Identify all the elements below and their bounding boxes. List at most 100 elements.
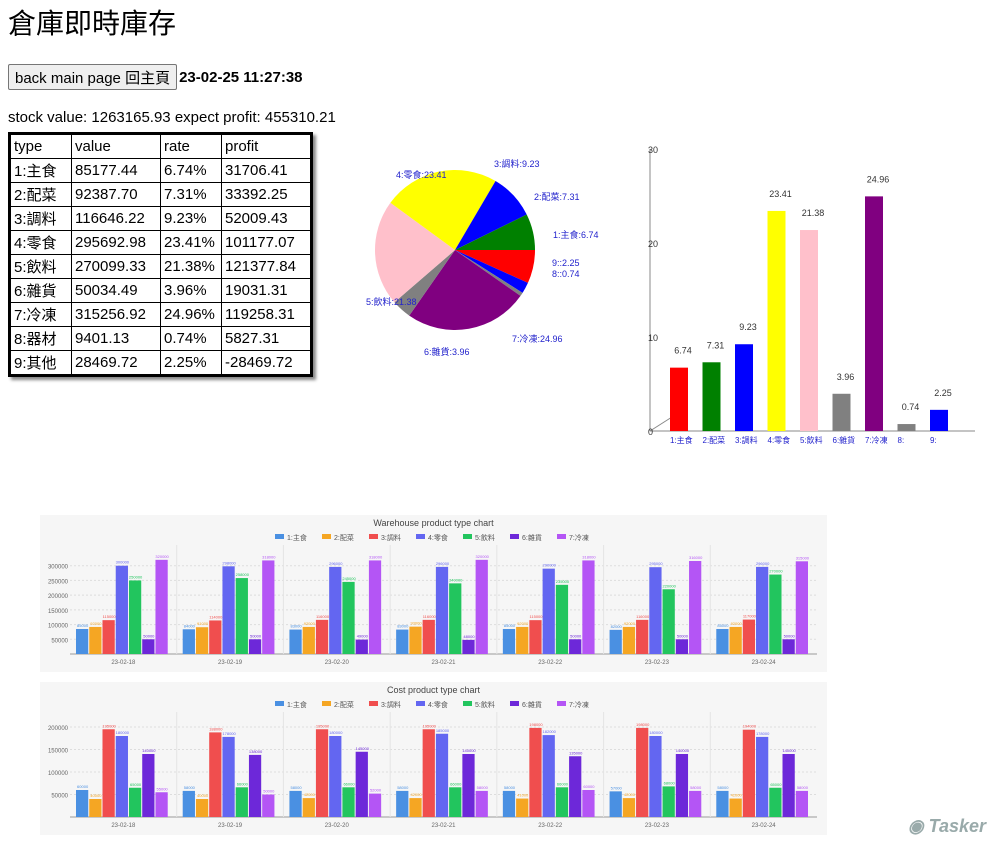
bar [222, 736, 235, 817]
bar-value-label: 83000 [397, 624, 409, 629]
cell-rate: 6.74% [160, 158, 222, 183]
cell-value: 116646.22 [71, 206, 161, 231]
bar-value-label: 50000 [784, 633, 796, 638]
bar [742, 729, 756, 817]
bar [865, 196, 883, 431]
x-tick-label: 23-02-21 [431, 660, 456, 666]
y-tick-label: 50000 [51, 794, 68, 800]
bar [368, 793, 382, 817]
x-tick-label: 23-02-19 [218, 660, 243, 666]
cell-value: 85177.44 [71, 158, 161, 183]
bar-value-label: 92000 [731, 621, 743, 626]
pie-slice [455, 250, 523, 296]
pie-slice [390, 170, 496, 250]
pie-slice [455, 214, 535, 250]
bar-value-label: 92000 [90, 621, 102, 626]
bar [516, 626, 529, 654]
x-tick-label: 23-02-20 [325, 660, 350, 666]
bar-value-label: 42000 [304, 792, 316, 797]
bar-value-label: 55000 [157, 786, 169, 791]
bar [422, 619, 435, 654]
bar [435, 566, 449, 654]
bar-value-label: 58000 [477, 785, 489, 790]
x-tick-label: 4:零食 [768, 435, 791, 445]
bar-value-label: 140000 [782, 748, 796, 753]
y-tick-label: 250000 [48, 579, 69, 585]
legend-label: 3:調料 [381, 700, 401, 709]
bar-value-label: 42000 [624, 792, 636, 797]
cell-type: 1:主食 [9, 158, 72, 183]
cell-value: 295692.98 [71, 230, 161, 255]
tasker-watermark: ◉ Tasker [907, 816, 986, 836]
bar [735, 344, 753, 431]
back-main-page-button[interactable]: back main page 回主頁 [8, 64, 178, 90]
bar [582, 790, 595, 817]
y-tick-label: 200000 [48, 594, 69, 600]
bar-value-label: 182000 [543, 729, 557, 734]
bar [897, 424, 916, 431]
y-tick-label: 100000 [48, 771, 69, 777]
bar [756, 736, 769, 817]
bar-value-label: 92000 [304, 621, 316, 626]
warehouse-chart-panel: Warehouse product type chart 1:主食 2:配菜 3:調料… [40, 515, 827, 672]
bar-value-label: 50000 [677, 633, 689, 638]
bar-value-label: 84000 [184, 623, 196, 628]
bar-value-label: 49000 [357, 634, 369, 639]
stock-table: type value rate profit 1:主食 85177.44 6.74%… [8, 132, 313, 377]
bar [529, 620, 542, 654]
bar-value-label: 48000 [463, 634, 475, 639]
x-tick-label: 6:雜貨 [833, 435, 856, 445]
top-bar: back main page 回主頁 23-02-25 11:27:38 [8, 64, 303, 90]
bar [235, 787, 248, 817]
x-tick-label: 9: [930, 436, 937, 445]
bar [756, 566, 769, 654]
bar-value-label: 188000 [209, 726, 223, 731]
expect-profit-value: 455310.21 [264, 109, 336, 126]
legend-label: 2:配菜 [334, 700, 354, 709]
bar-value-label: 114000 [209, 614, 223, 619]
bar [729, 798, 742, 817]
bar [409, 798, 422, 817]
bar-value-label: 145000 [356, 746, 370, 751]
bar [702, 362, 721, 431]
header-rate: rate [160, 133, 222, 159]
bar [302, 798, 315, 817]
bar-value-label: 58000 [397, 785, 409, 790]
bar [449, 583, 462, 654]
cell-type: 7:冷凍 [9, 302, 72, 327]
bar-value-label: 320000 [155, 554, 169, 559]
x-tick-label: 7:冷凍 [865, 435, 888, 445]
bar-value-label: 116000 [636, 614, 650, 619]
cell-rate: 24.96% [160, 302, 222, 327]
cell-profit: 121377.84 [221, 254, 312, 279]
stock-value-label: stock value: [8, 109, 88, 126]
bar-value-label: 296000 [756, 561, 770, 566]
chart-title: Warehouse product type chart [373, 518, 494, 528]
bar-chart-svg: 0 10 20 30 6.74 1:主食 7.31 2:配菜 9.23 3:調料 23.41 4:零食… [648, 145, 975, 445]
legend-swatch [463, 701, 472, 706]
cell-profit: 52009.43 [221, 206, 312, 231]
warehouse-chart-svg: Warehouse product type chart 1:主食 2:配菜 3:調料… [48, 518, 817, 666]
header-type: type [9, 133, 72, 159]
bar-value-label: 58000 [717, 785, 729, 790]
bar-value-label: 315000 [796, 555, 810, 560]
bar [195, 627, 209, 654]
y-tick-label: 0 [648, 427, 653, 437]
bar-value-label: 41000 [517, 793, 529, 798]
bar [142, 639, 155, 654]
cell-value: 315256.92 [71, 302, 161, 327]
cost-chart-panel: Cost product type chart 1:主食 2:配菜 3:調料 4:零食 5… [40, 682, 827, 835]
bar-value-label: 135000 [569, 750, 583, 755]
bar-value-label: 57000 [611, 785, 623, 790]
pie-slice-label: 8::0.74 [552, 269, 580, 279]
y-tick-label: 10 [648, 333, 658, 343]
cell-type: 3:調料 [9, 206, 72, 231]
cell-value: 50034.49 [71, 278, 161, 303]
bar [155, 559, 168, 654]
legend-label: 7:冷凍 [569, 700, 589, 709]
bar-value-label: 318000 [262, 554, 276, 559]
bar [342, 787, 355, 817]
pie-slice-label: 9::2.25 [552, 258, 580, 268]
bar-value-label: 92000 [517, 621, 529, 626]
pie-slice [409, 250, 521, 330]
